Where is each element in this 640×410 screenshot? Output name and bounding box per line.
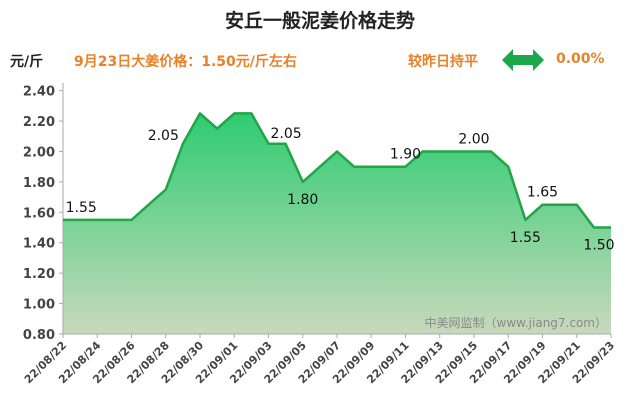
y-tick-label: 1.40	[23, 237, 55, 252]
y-tick-label: 1.00	[23, 298, 55, 313]
data-label: 1.65	[527, 185, 558, 201]
y-tick-label: 1.20	[23, 267, 55, 282]
price-line	[63, 112, 611, 229]
data-label: 2.05	[271, 126, 302, 142]
y-tick-label: 1.80	[23, 176, 55, 191]
y-tick-label: 2.20	[23, 115, 55, 130]
y-tick-label: 0.80	[23, 328, 55, 343]
data-label: 2.00	[458, 131, 489, 147]
data-label: 1.50	[583, 238, 614, 254]
y-tick-label: 2.00	[23, 145, 55, 160]
chart-title: 安丘一般泥姜价格走势	[224, 10, 415, 32]
price-area	[63, 113, 611, 335]
y-tick-label: 2.40	[23, 85, 55, 100]
data-label: 2.05	[148, 128, 179, 144]
y-tick-label: 1.60	[23, 206, 55, 221]
double-arrow-icon	[502, 49, 544, 71]
data-label: 1.80	[287, 192, 318, 208]
compare-label: 较昨日持平	[408, 54, 478, 70]
unit-label: 元/斤	[10, 54, 44, 70]
price-note: 9月23日大姜价格：1.50元/斤左右	[74, 54, 297, 70]
data-label: 1.90	[390, 147, 421, 163]
watermark: 中美网监制（www.jiang7.com）	[425, 315, 607, 330]
change-percent: 0.00%	[556, 51, 605, 67]
data-label: 1.55	[66, 200, 97, 216]
data-label: 1.55	[510, 230, 541, 246]
